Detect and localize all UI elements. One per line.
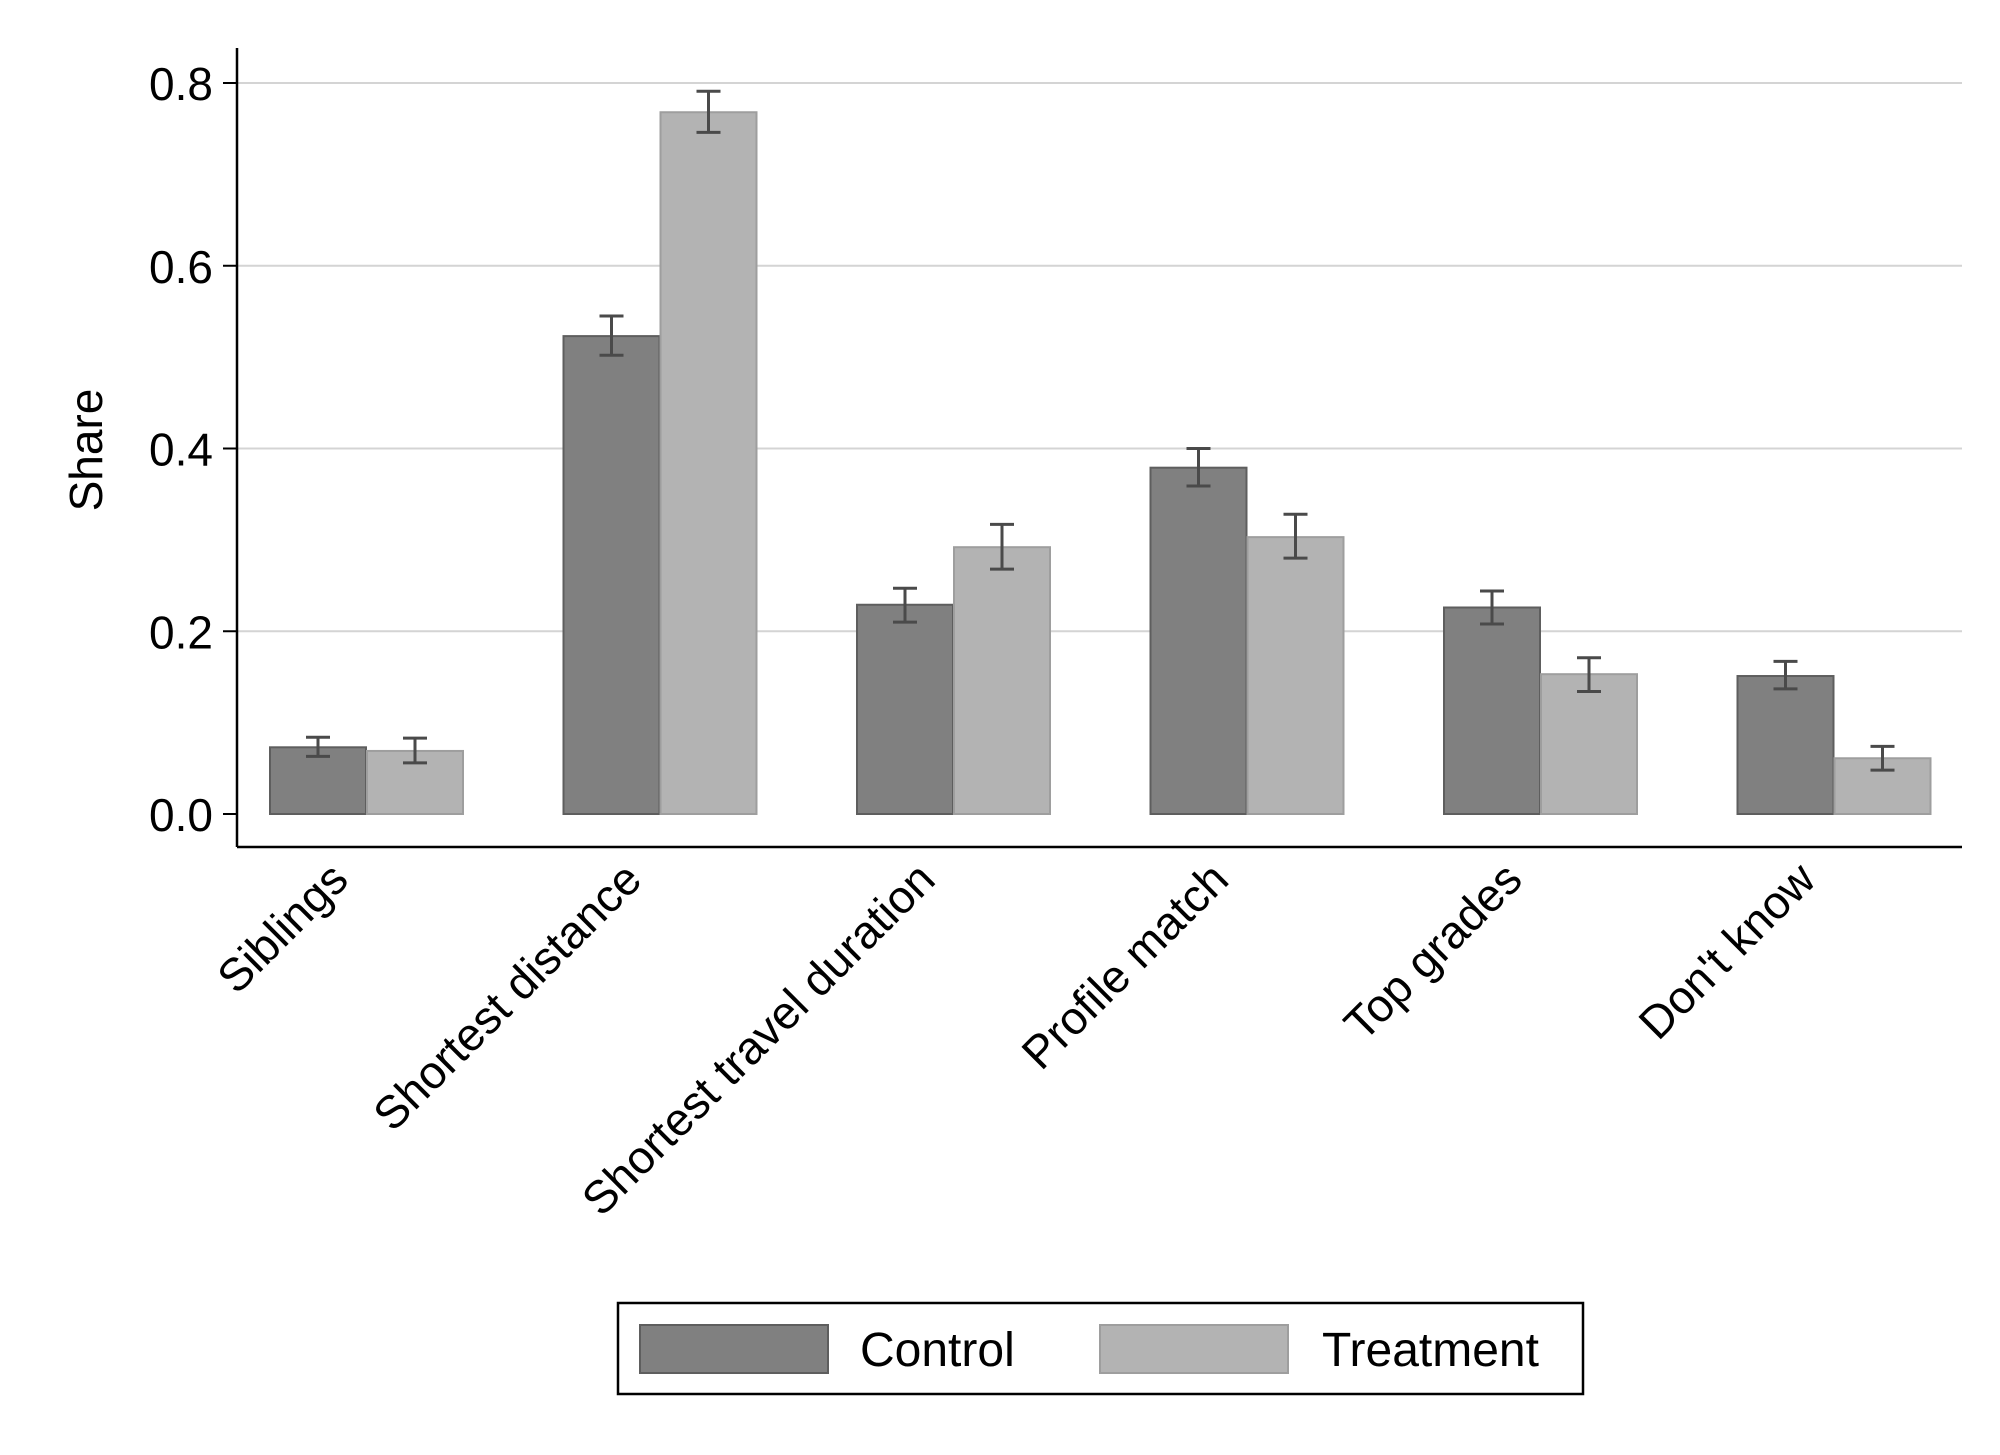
error-bar bbox=[893, 586, 917, 624]
error-bars bbox=[306, 89, 1895, 772]
error-bar bbox=[1773, 659, 1798, 691]
axes bbox=[223, 48, 1962, 849]
bar-control bbox=[562, 335, 661, 815]
bars bbox=[269, 111, 1932, 816]
error-bar bbox=[1186, 447, 1211, 488]
x-category-label: Siblings bbox=[207, 852, 358, 1003]
legend: Control Treatment bbox=[616, 1301, 1585, 1396]
bar-control bbox=[1443, 606, 1541, 815]
legend-label: Treatment bbox=[1322, 1324, 1539, 1377]
x-category-label: Shortest distance bbox=[363, 852, 651, 1140]
error-bar bbox=[1577, 656, 1601, 694]
legend-swatch bbox=[639, 1324, 829, 1374]
x-category-label: Profile match bbox=[1011, 852, 1238, 1079]
error-bar bbox=[599, 314, 624, 357]
bar-treatment bbox=[659, 111, 758, 816]
bar-control bbox=[1149, 466, 1248, 815]
y-tick-label: 0.4 bbox=[149, 424, 213, 476]
bar-control bbox=[1736, 675, 1835, 815]
error-bar bbox=[696, 89, 721, 134]
y-tick-label: 0.6 bbox=[149, 241, 213, 293]
y-axis-title: Share bbox=[60, 389, 112, 512]
bar-control bbox=[269, 746, 367, 816]
error-bar bbox=[990, 522, 1014, 571]
bar-treatment bbox=[1246, 536, 1345, 815]
bar-treatment bbox=[953, 546, 1051, 815]
error-bar bbox=[306, 735, 330, 758]
error-bar bbox=[1870, 744, 1895, 772]
error-bar bbox=[1480, 589, 1504, 626]
gridlines bbox=[237, 82, 1962, 633]
bar-treatment bbox=[1540, 673, 1638, 815]
legend-item-treatment: Treatment bbox=[1099, 1324, 1539, 1377]
legend-swatch bbox=[1099, 1324, 1289, 1374]
y-tick-label: 0.8 bbox=[149, 58, 213, 110]
x-category-label: Don't know bbox=[1628, 852, 1825, 1049]
y-tick-label: 0.2 bbox=[149, 606, 213, 658]
y-tick-label: 0.0 bbox=[149, 789, 213, 841]
legend-item-control: Control bbox=[639, 1324, 1015, 1377]
x-category-label: Top grades bbox=[1334, 852, 1532, 1050]
legend-label: Control bbox=[860, 1324, 1015, 1377]
error-bar bbox=[403, 736, 427, 765]
bar-control bbox=[856, 603, 954, 815]
error-bar bbox=[1283, 512, 1308, 560]
